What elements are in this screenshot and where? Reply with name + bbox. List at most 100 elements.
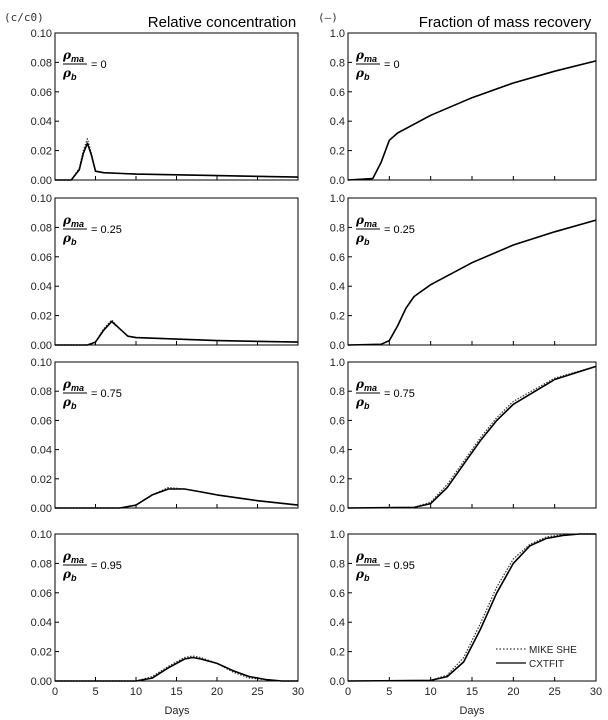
numerator-subscript: ma: [71, 219, 84, 229]
x-tick-label: 10: [130, 686, 142, 698]
plot-frame: [54, 197, 299, 346]
y-tick-label: 0.08: [31, 386, 52, 398]
rho-denominator: ρb: [62, 66, 77, 82]
x-tick-label: 30: [292, 686, 304, 698]
y-tick-label: 0.06: [31, 588, 52, 600]
rho-denominator: ρb: [355, 231, 370, 247]
param-label: ρma ρb = 0.25: [355, 213, 415, 247]
rho-denominator: ρb: [355, 66, 370, 82]
plot-frame: [347, 361, 597, 509]
y-tick-label: 0.06: [31, 252, 52, 264]
cxtfit-line: [347, 219, 597, 346]
param-value: = 0.95: [91, 560, 122, 572]
rho-denominator: ρb: [62, 395, 77, 411]
param-label: ρma ρb = 0.25: [62, 213, 122, 247]
param-value: = 0.75: [91, 388, 122, 400]
y-tick-label: 0.8: [330, 558, 345, 570]
rho-numerator: ρma: [62, 377, 84, 393]
right-unit-label: (–): [318, 11, 338, 24]
y-tick-label: 0.4: [330, 617, 345, 629]
param-value: = 0: [384, 59, 400, 71]
mike-she-line: [55, 138, 299, 181]
x-tick-label: 15: [170, 686, 182, 698]
param-label: ρma ρb = 0: [355, 48, 400, 82]
legend: MIKE SHE CXTFIT: [496, 645, 577, 670]
y-tick-label: 0.2: [330, 647, 345, 659]
denominator-subscript: b: [71, 573, 77, 583]
cxtfit-line: [347, 60, 597, 181]
y-tick-label: 1.0: [330, 357, 345, 369]
param-label: ρma ρb = 0.75: [62, 377, 122, 411]
y-tick-label: 0.0: [330, 340, 345, 352]
param-value: = 0.95: [384, 560, 415, 572]
numerator-subscript: ma: [71, 383, 84, 393]
y-tick-label: 0.00: [31, 340, 52, 352]
param-label: ρma ρb = 0.95: [355, 549, 415, 583]
y-tick-label: 0.2: [330, 311, 345, 323]
rho-denominator: ρb: [62, 231, 77, 247]
rho-numerator: ρma: [355, 377, 377, 393]
x-tick-label: 15: [466, 686, 478, 698]
y-tick-label: 0.10: [31, 529, 52, 541]
rho-denominator: ρb: [355, 567, 370, 583]
param-label: ρma ρb = 0: [62, 48, 107, 82]
y-tick-label: 0.0: [330, 676, 345, 688]
y-tick-label: 0.6: [330, 415, 345, 427]
plot-frame: [347, 32, 597, 181]
y-tick-label: 0.02: [31, 647, 52, 659]
y-tick-label: 0.08: [31, 222, 52, 234]
cxtfit-line: [55, 656, 298, 682]
x-tick-label: 0: [52, 686, 58, 698]
y-tick-label: 0.04: [31, 617, 52, 629]
y-tick-label: 0.02: [31, 146, 52, 158]
x-tick-label: 5: [386, 686, 392, 698]
x-tick-label: 20: [507, 686, 519, 698]
x-tick-label: 10: [425, 686, 437, 698]
x-tick-label: 25: [549, 686, 561, 698]
y-tick-label: 0.0: [330, 503, 345, 515]
y-tick-label: 0.2: [330, 474, 345, 486]
panel-conc-0_95: 0.000.020.040.060.080.100 5 10 15 20 25 30ρmaρ…: [31, 529, 305, 698]
y-tick-label: 1.0: [330, 529, 345, 541]
panel-rec-0_95: 0.0 0.2 0.4 0.6 0.8 1.0 0 5 10 15 20 25 30 ρma ρb = 0.9…: [330, 529, 602, 698]
y-tick-label: 0.6: [330, 588, 345, 600]
y-tick-label: 0.8: [330, 386, 345, 398]
y-tick-label: 0.10: [31, 193, 52, 205]
mike-she-line: [347, 60, 597, 181]
y-tick-label: 0.02: [31, 474, 52, 486]
numerator-subscript: ma: [71, 54, 84, 64]
numerator-subscript: ma: [364, 383, 377, 393]
param-label: ρma ρb = 0.95: [62, 549, 122, 583]
y-tick-label: 0.04: [31, 116, 52, 128]
rho-denominator: ρb: [62, 567, 77, 583]
left-unit-label: (c/c0): [4, 11, 44, 24]
panel-conc-0_75: 0.00 0.02 0.04 0.06 0.08 0.10 ρma ρb = 0.75: [31, 357, 299, 515]
x-tick-label: 0: [345, 686, 351, 698]
rho-numerator: ρma: [62, 549, 84, 565]
y-tick-label: 0.02: [31, 311, 52, 323]
denominator-subscript: b: [71, 401, 77, 411]
plot-frame: [54, 533, 299, 682]
x-tick-label: 5: [92, 686, 98, 698]
numerator-subscript: ma: [364, 555, 377, 565]
y-tick-label: 0.06: [31, 415, 52, 427]
left-column-title: Relative concentration: [148, 14, 296, 31]
mike-she-line: [347, 219, 597, 346]
y-tick-label: 0.10: [31, 357, 52, 369]
param-value: = 0.25: [384, 224, 415, 236]
y-tick-label: 0.00: [31, 676, 52, 688]
y-tick-label: 0.00: [31, 175, 52, 187]
rho-numerator: ρma: [62, 213, 84, 229]
param-value: = 0: [91, 59, 107, 71]
rho-numerator: ρma: [355, 549, 377, 565]
right-column-title: Fraction of mass recovery: [419, 14, 592, 31]
numerator-subscript: ma: [71, 555, 84, 565]
y-tick-label: 0.8: [330, 57, 345, 69]
denominator-subscript: b: [364, 573, 370, 583]
cxtfit-line: [347, 533, 596, 682]
y-tick-label: 1.0: [330, 193, 345, 205]
cxtfit-line: [55, 488, 299, 509]
numerator-subscript: ma: [364, 219, 377, 229]
numerator-subscript: ma: [364, 54, 377, 64]
